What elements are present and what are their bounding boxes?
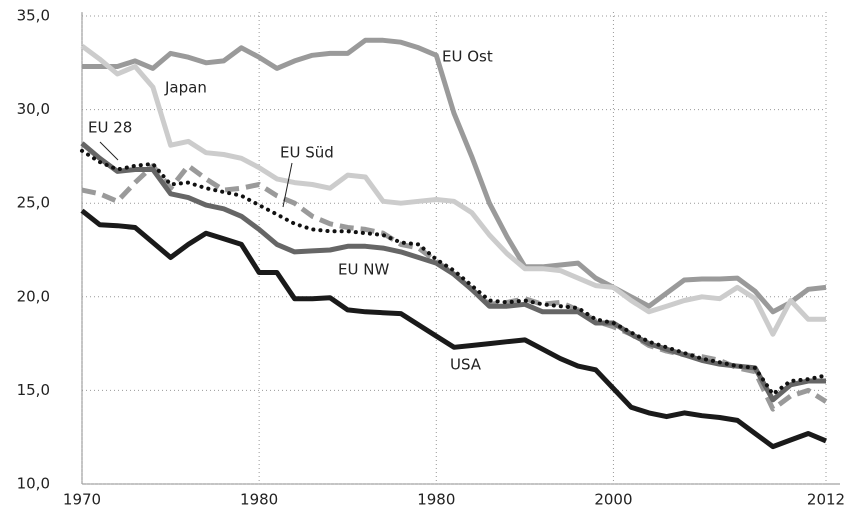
series-label: EU Ost (442, 48, 493, 66)
x-tick-label: 2012 (807, 491, 845, 509)
series-line (80, 43, 826, 337)
series-line (80, 208, 827, 450)
y-tick-label: 15,0 (17, 381, 50, 399)
x-tick-label: 1980 (240, 491, 278, 509)
series-label: EU 28 (88, 119, 132, 137)
x-tick-label: 2000 (594, 491, 632, 509)
y-tick-label: 20,0 (17, 287, 50, 305)
y-tick-label: 10,0 (17, 475, 50, 493)
series-label: USA (450, 356, 482, 374)
series-line (82, 37, 827, 315)
y-tick-label: 35,0 (17, 7, 50, 25)
leader-line (99, 141, 119, 161)
series-label: EU NW (338, 261, 389, 279)
series-label: Japan (164, 79, 207, 97)
leader-line (282, 162, 293, 208)
series-line (80, 141, 826, 403)
y-tick-label: 30,0 (17, 100, 50, 118)
x-tick-label: 1970 (63, 491, 101, 509)
x-tick-label: 1980 (417, 491, 455, 509)
y-tick-label: 25,0 (17, 194, 50, 212)
series-label: EU Süd (280, 144, 334, 162)
